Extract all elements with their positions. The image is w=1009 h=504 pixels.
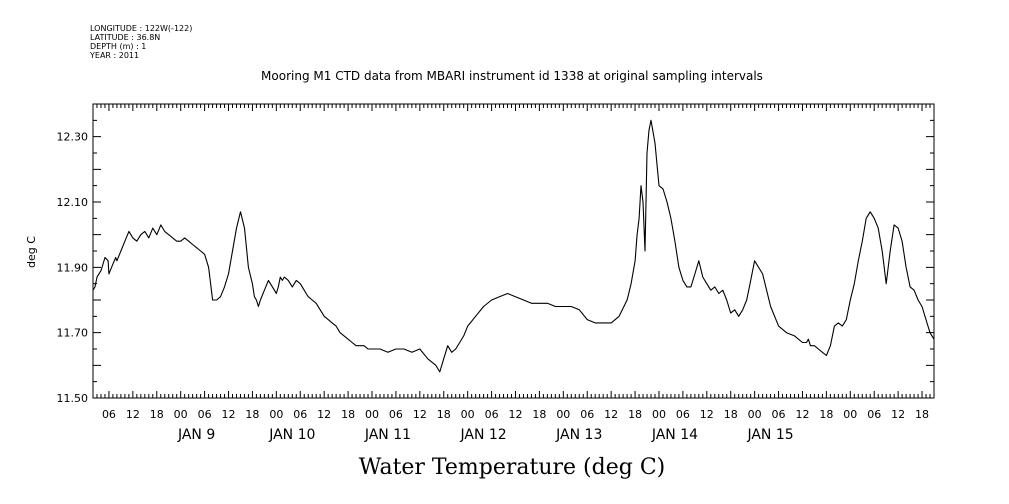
y-tick-label: 11.50 (57, 392, 89, 405)
x-hour-label: 12 (891, 408, 905, 421)
x-hour-label: 00 (652, 408, 666, 421)
x-hour-label: 12 (700, 408, 714, 421)
x-hour-label: 18 (341, 408, 355, 421)
y-tick-label: 11.70 (57, 327, 89, 340)
y-axis-label: deg C (25, 236, 38, 268)
temperature-line (92, 119, 935, 373)
longitude-text: LONGITUDE : 122W(-122) (90, 24, 192, 33)
x-hour-label: 00 (843, 408, 857, 421)
x-hour-label: 06 (102, 408, 116, 421)
x-hour-label: 18 (245, 408, 259, 421)
x-axis-label: Water Temperature (deg C) (359, 455, 666, 480)
x-day-label: JAN 9 (177, 427, 215, 443)
x-hour-label: 18 (628, 408, 642, 421)
x-hour-label: 12 (604, 408, 618, 421)
x-day-label: JAN 13 (555, 427, 602, 443)
x-hour-label: 06 (867, 408, 881, 421)
x-hour-label: 12 (317, 408, 331, 421)
plot-frame (92, 103, 935, 399)
x-day-label: JAN 12 (460, 427, 507, 443)
x-hour-label: 06 (198, 408, 212, 421)
y-tick-label: 12.10 (57, 196, 89, 209)
x-tick-marks (92, 104, 935, 398)
x-hour-label: 00 (748, 408, 762, 421)
x-hour-label: 06 (772, 408, 786, 421)
x-hour-label: 06 (580, 408, 594, 421)
chart-title: Mooring M1 CTD data from MBARI instrumen… (261, 69, 763, 83)
y-tick-label: 11.90 (57, 261, 89, 274)
x-hour-label: 00 (461, 408, 475, 421)
x-hour-label: 18 (532, 408, 546, 421)
x-hour-label: 06 (485, 408, 499, 421)
latitude-text: LATITUDE : 36.8N (90, 33, 160, 42)
x-hour-label: 18 (437, 408, 451, 421)
y-tick-label: 12.30 (57, 131, 89, 144)
x-hour-label: 12 (413, 408, 427, 421)
x-hour-label: 00 (269, 408, 283, 421)
x-hour-label: 18 (724, 408, 738, 421)
x-hour-label: 06 (676, 408, 690, 421)
x-day-label: JAN 10 (268, 427, 315, 443)
x-hour-label: 00 (556, 408, 570, 421)
x-hour-label: 12 (126, 408, 140, 421)
x-hour-label: 18 (819, 408, 833, 421)
x-hour-label: 00 (365, 408, 379, 421)
x-hour-label: 18 (150, 408, 164, 421)
x-hour-label: 12 (508, 408, 522, 421)
year-text: YEAR : 2011 (89, 51, 139, 60)
x-hour-label: 06 (389, 408, 403, 421)
x-day-label: JAN 15 (746, 427, 793, 443)
depth-text: DEPTH (m) : 1 (90, 42, 146, 51)
axes: 11.50 11.70 11.90 12.10 12.30 06 12 18 00 06 12 18 0… (57, 103, 935, 443)
x-day-label: JAN 11 (364, 427, 411, 443)
x-hour-label: 18 (915, 408, 929, 421)
x-hour-label: 00 (174, 408, 188, 421)
y-tick-marks (93, 103, 934, 399)
series-layer (92, 119, 935, 373)
x-hour-label: 12 (222, 408, 236, 421)
x-hour-label: 12 (795, 408, 809, 421)
x-hour-label: 06 (293, 408, 307, 421)
x-day-label: JAN 14 (651, 427, 698, 443)
